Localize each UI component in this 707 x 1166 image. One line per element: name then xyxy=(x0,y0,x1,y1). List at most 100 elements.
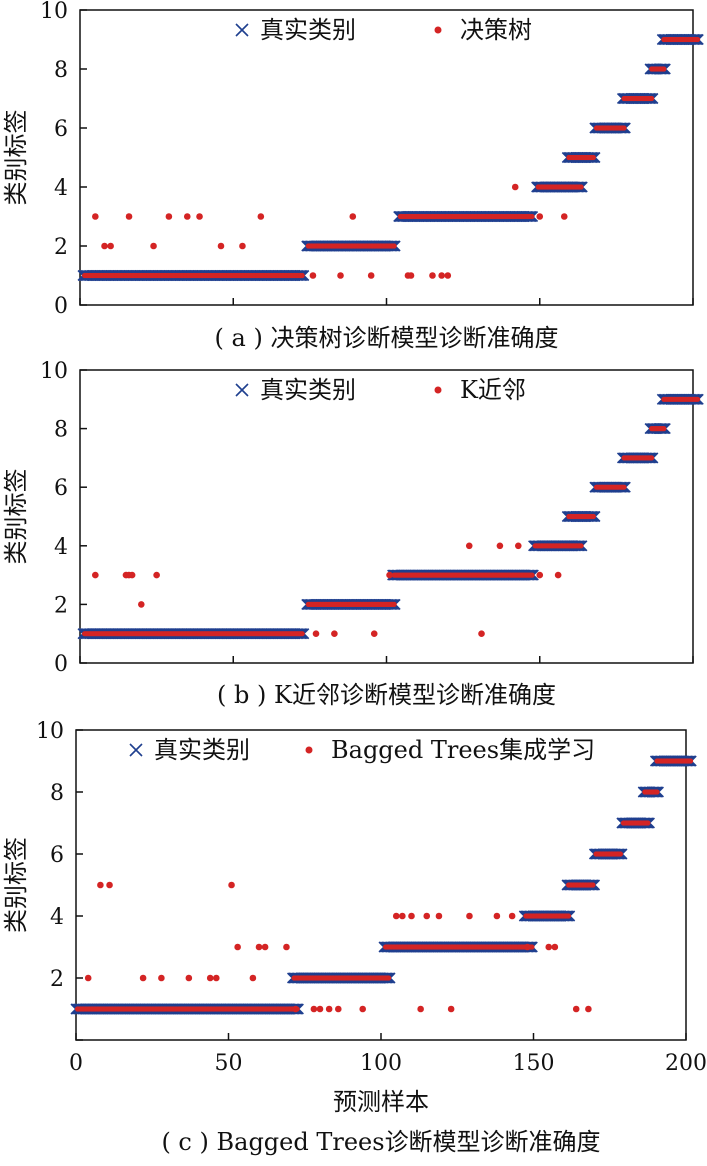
y-tick-label: 10 xyxy=(40,359,68,384)
misclassified-point xyxy=(370,630,378,637)
misclassified-point xyxy=(325,1005,333,1013)
correct-prediction-dot xyxy=(299,631,305,637)
true-class-segment-8 xyxy=(637,786,664,798)
correct-prediction-dot xyxy=(590,882,596,888)
true-class-segment-5 xyxy=(561,879,601,891)
misclassified-point xyxy=(585,1005,592,1013)
correct-prediction-dot xyxy=(649,455,655,461)
misclassified-point xyxy=(435,912,443,920)
misclassified-point xyxy=(444,272,452,279)
correct-prediction-dot xyxy=(694,396,701,402)
legend-label-prediction: K近邻 xyxy=(460,376,526,404)
y-tick-label: 6 xyxy=(54,476,68,501)
y-tick-label: 4 xyxy=(50,905,64,930)
panel-caption: ( c ) Bagged Trees诊断模型诊断准确度 xyxy=(161,1128,600,1156)
misclassified-point xyxy=(447,1005,455,1013)
y-axis-label: 类别标签 xyxy=(2,110,30,206)
misclassified-point xyxy=(438,272,445,279)
legend: 真实类别 决策树 xyxy=(235,16,532,44)
correct-prediction-dot xyxy=(661,426,667,432)
misclassified-point xyxy=(407,272,415,279)
misclassified-point xyxy=(128,571,136,579)
true-class-segment-8 xyxy=(644,423,671,435)
misclassified-point xyxy=(335,1005,342,1013)
chart-panel-a: 0 2 4 6 8 10 类别标签 真实类别 决策树 ( a ) 决策树诊断模型诊断准确度 xyxy=(2,0,704,352)
misclassified-point xyxy=(196,213,203,220)
misclassified-point xyxy=(408,912,415,920)
misclassified-point xyxy=(312,630,320,637)
legend-marker-prediction xyxy=(434,26,442,34)
y-tick-label: 0 xyxy=(54,294,68,319)
misclassified-point xyxy=(536,213,544,220)
misclassified-point xyxy=(107,242,114,250)
correct-prediction-dot xyxy=(654,789,660,795)
misclassified-point xyxy=(399,912,406,920)
correct-prediction-dot xyxy=(687,758,694,764)
true-class-segment-1 xyxy=(70,1003,304,1015)
x-tick-label: 0 xyxy=(69,1051,83,1076)
true-class-segment-7 xyxy=(616,817,655,829)
y-tick-label: 6 xyxy=(54,117,68,142)
true-class-segment-4 xyxy=(518,910,576,922)
misclassified-point xyxy=(261,943,269,951)
y-tick-label: 8 xyxy=(54,58,68,83)
legend-marker-prediction xyxy=(305,746,313,754)
misclassified-point xyxy=(572,1005,580,1013)
misclassified-point xyxy=(392,912,400,920)
correct-prediction-dot xyxy=(590,154,596,161)
misclassified-point xyxy=(551,943,559,951)
y-tick-label: 0 xyxy=(54,652,68,677)
true-class-segment-5 xyxy=(561,151,601,164)
legend-marker-true-class xyxy=(129,743,143,757)
misclassified-point xyxy=(255,943,263,951)
misclassified-point xyxy=(97,881,104,889)
true-class-segment-4 xyxy=(531,181,588,193)
correct-prediction-dot xyxy=(661,66,667,72)
true-class-segment-3 xyxy=(378,941,538,953)
x-tick-label: 50 xyxy=(215,1051,243,1076)
correct-prediction-dot xyxy=(391,601,397,608)
correct-prediction-dot xyxy=(590,513,596,520)
misclassified-point xyxy=(560,213,568,220)
misclassified-point xyxy=(206,974,214,982)
true-class-segment-7 xyxy=(616,92,659,105)
correct-prediction-dot xyxy=(621,125,627,131)
x-tick-label: 100 xyxy=(360,1051,402,1076)
correct-prediction-dot xyxy=(565,913,572,919)
true-class-segment-5 xyxy=(561,510,601,523)
misclassified-point xyxy=(423,912,431,920)
correct-prediction-dot xyxy=(391,243,397,249)
correct-prediction-dot xyxy=(694,36,701,43)
misclassified-point xyxy=(367,272,375,279)
misclassified-point xyxy=(257,213,265,220)
misclassified-point xyxy=(359,1005,367,1013)
true-class-segment-2 xyxy=(301,598,401,610)
misclassified-point xyxy=(249,974,257,982)
misclassified-point xyxy=(465,542,473,550)
misclassified-point xyxy=(511,183,519,191)
y-tick-label: 4 xyxy=(54,535,68,560)
true-class-segment-1 xyxy=(77,269,310,282)
x-axis-label: 预测样本 xyxy=(333,1088,429,1116)
true-class-segment-2 xyxy=(286,972,396,984)
misclassified-point xyxy=(213,974,220,982)
misclassified-point xyxy=(92,213,99,220)
legend-marker-true-class xyxy=(235,23,249,37)
x-tick-label: 200 xyxy=(665,1051,707,1076)
misclassified-point xyxy=(545,943,553,951)
true-class-segment-8 xyxy=(644,63,671,75)
legend-marker-true-class xyxy=(235,383,249,397)
y-tick-label: 10 xyxy=(36,719,64,744)
misclassified-point xyxy=(92,571,99,579)
y-axis-label: 类别标签 xyxy=(2,837,30,933)
true-class-segment-9 xyxy=(649,755,697,767)
misclassified-point xyxy=(508,912,516,920)
misclassified-point xyxy=(153,571,160,579)
misclassified-point xyxy=(84,974,92,982)
misclassified-point xyxy=(349,213,357,220)
misclassified-point xyxy=(429,272,436,279)
misclassified-point xyxy=(234,943,241,951)
correct-prediction-dot xyxy=(529,572,535,578)
